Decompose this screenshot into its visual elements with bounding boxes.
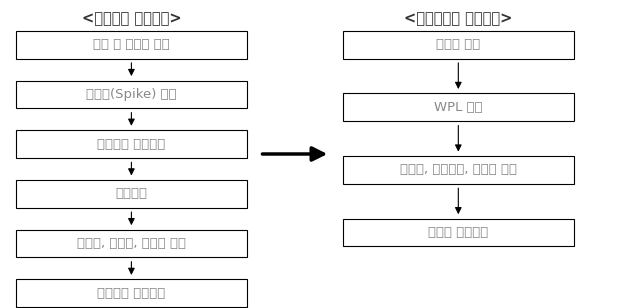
Bar <box>16 130 247 158</box>
Text: 정상성, 난류현황, 경향성 평가: 정상성, 난류현황, 경향성 평가 <box>400 164 517 176</box>
Text: 주풍향 설정: 주풍향 설정 <box>436 38 481 51</box>
Bar <box>16 230 247 257</box>
Bar <box>16 80 247 108</box>
Text: 좌표변환: 좌표변환 <box>115 187 147 200</box>
Bar <box>16 279 247 307</box>
Text: 원시자료 등급결정: 원시자료 등급결정 <box>97 287 165 300</box>
Text: 이상치(Spike) 제거: 이상치(Spike) 제거 <box>86 88 177 101</box>
Bar <box>343 31 574 59</box>
Bar <box>343 93 574 121</box>
Bar <box>16 180 247 208</box>
Bar <box>16 31 247 59</box>
Text: WPL 보정: WPL 보정 <box>434 101 483 114</box>
Text: <플럭스자료 품질검사>: <플럭스자료 품질검사> <box>404 11 513 26</box>
Text: 플럭스 등급결정: 플럭스 등급결정 <box>428 226 488 239</box>
Text: 최대 및 최소값 확인: 최대 및 최소값 확인 <box>93 38 170 51</box>
Text: <원시자료 품질검사>: <원시자료 품질검사> <box>81 11 181 26</box>
Bar <box>343 156 574 184</box>
Text: 원시자료 등급구분: 원시자료 등급구분 <box>97 138 165 151</box>
Text: 왜곡도, 첨도도, 경향성 평가: 왜곡도, 첨도도, 경향성 평가 <box>77 237 186 250</box>
Bar <box>343 219 574 246</box>
